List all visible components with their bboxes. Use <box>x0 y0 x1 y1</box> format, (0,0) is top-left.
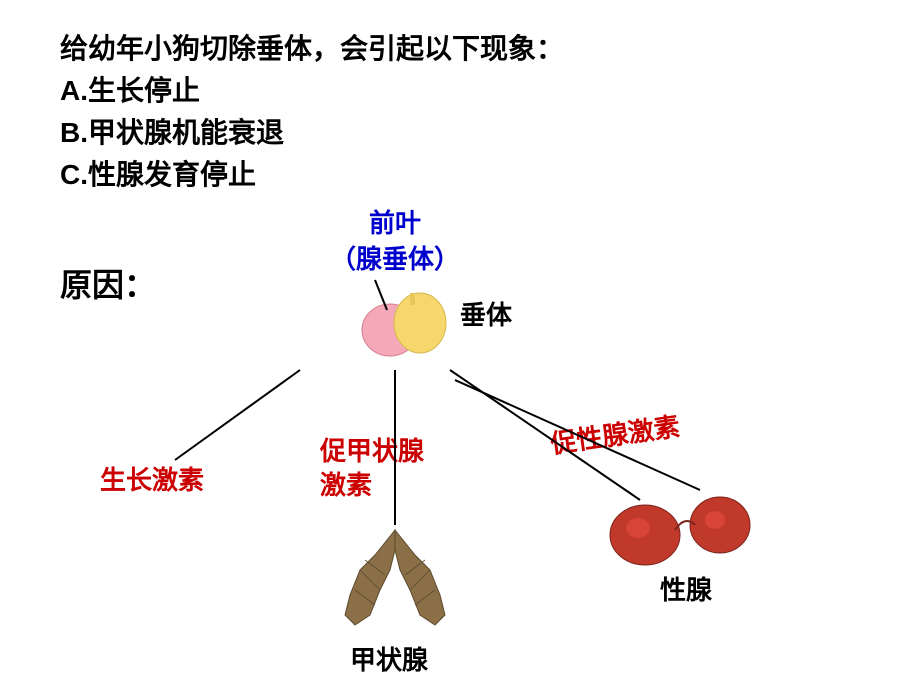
front-lobe-line1: 前叶 <box>330 205 460 241</box>
question-opt-a: A.生长停止 <box>60 70 564 112</box>
question-opt-c: C.性腺发育停止 <box>60 154 564 196</box>
front-lobe-label: 前叶 （腺垂体） <box>330 205 460 278</box>
question-opt-b: B.甲状腺机能衰退 <box>60 112 564 154</box>
question-intro: 给幼年小狗切除垂体，会引起以下现象： <box>60 28 564 70</box>
tsh-line1: 促甲状腺 <box>320 435 424 469</box>
pituitary-icon <box>360 285 450 360</box>
front-lobe-line2: （腺垂体） <box>330 241 460 277</box>
gonadotropin-label: 促性腺激素 <box>548 406 682 461</box>
question-block: 给幼年小狗切除垂体，会引起以下现象： A.生长停止 B.甲状腺机能衰退 C.性腺… <box>60 28 564 196</box>
thyroid-icon <box>330 520 460 630</box>
tsh-line2: 激素 <box>320 469 424 503</box>
tsh-label: 促甲状腺 激素 <box>320 435 424 503</box>
reason-label: 原因： <box>60 260 156 306</box>
gonad-icon <box>600 480 760 580</box>
pituitary-label: 垂体 <box>460 295 512 332</box>
growth-hormone-label: 生长激素 <box>100 460 204 497</box>
thyroid-label: 甲状腺 <box>350 640 428 677</box>
